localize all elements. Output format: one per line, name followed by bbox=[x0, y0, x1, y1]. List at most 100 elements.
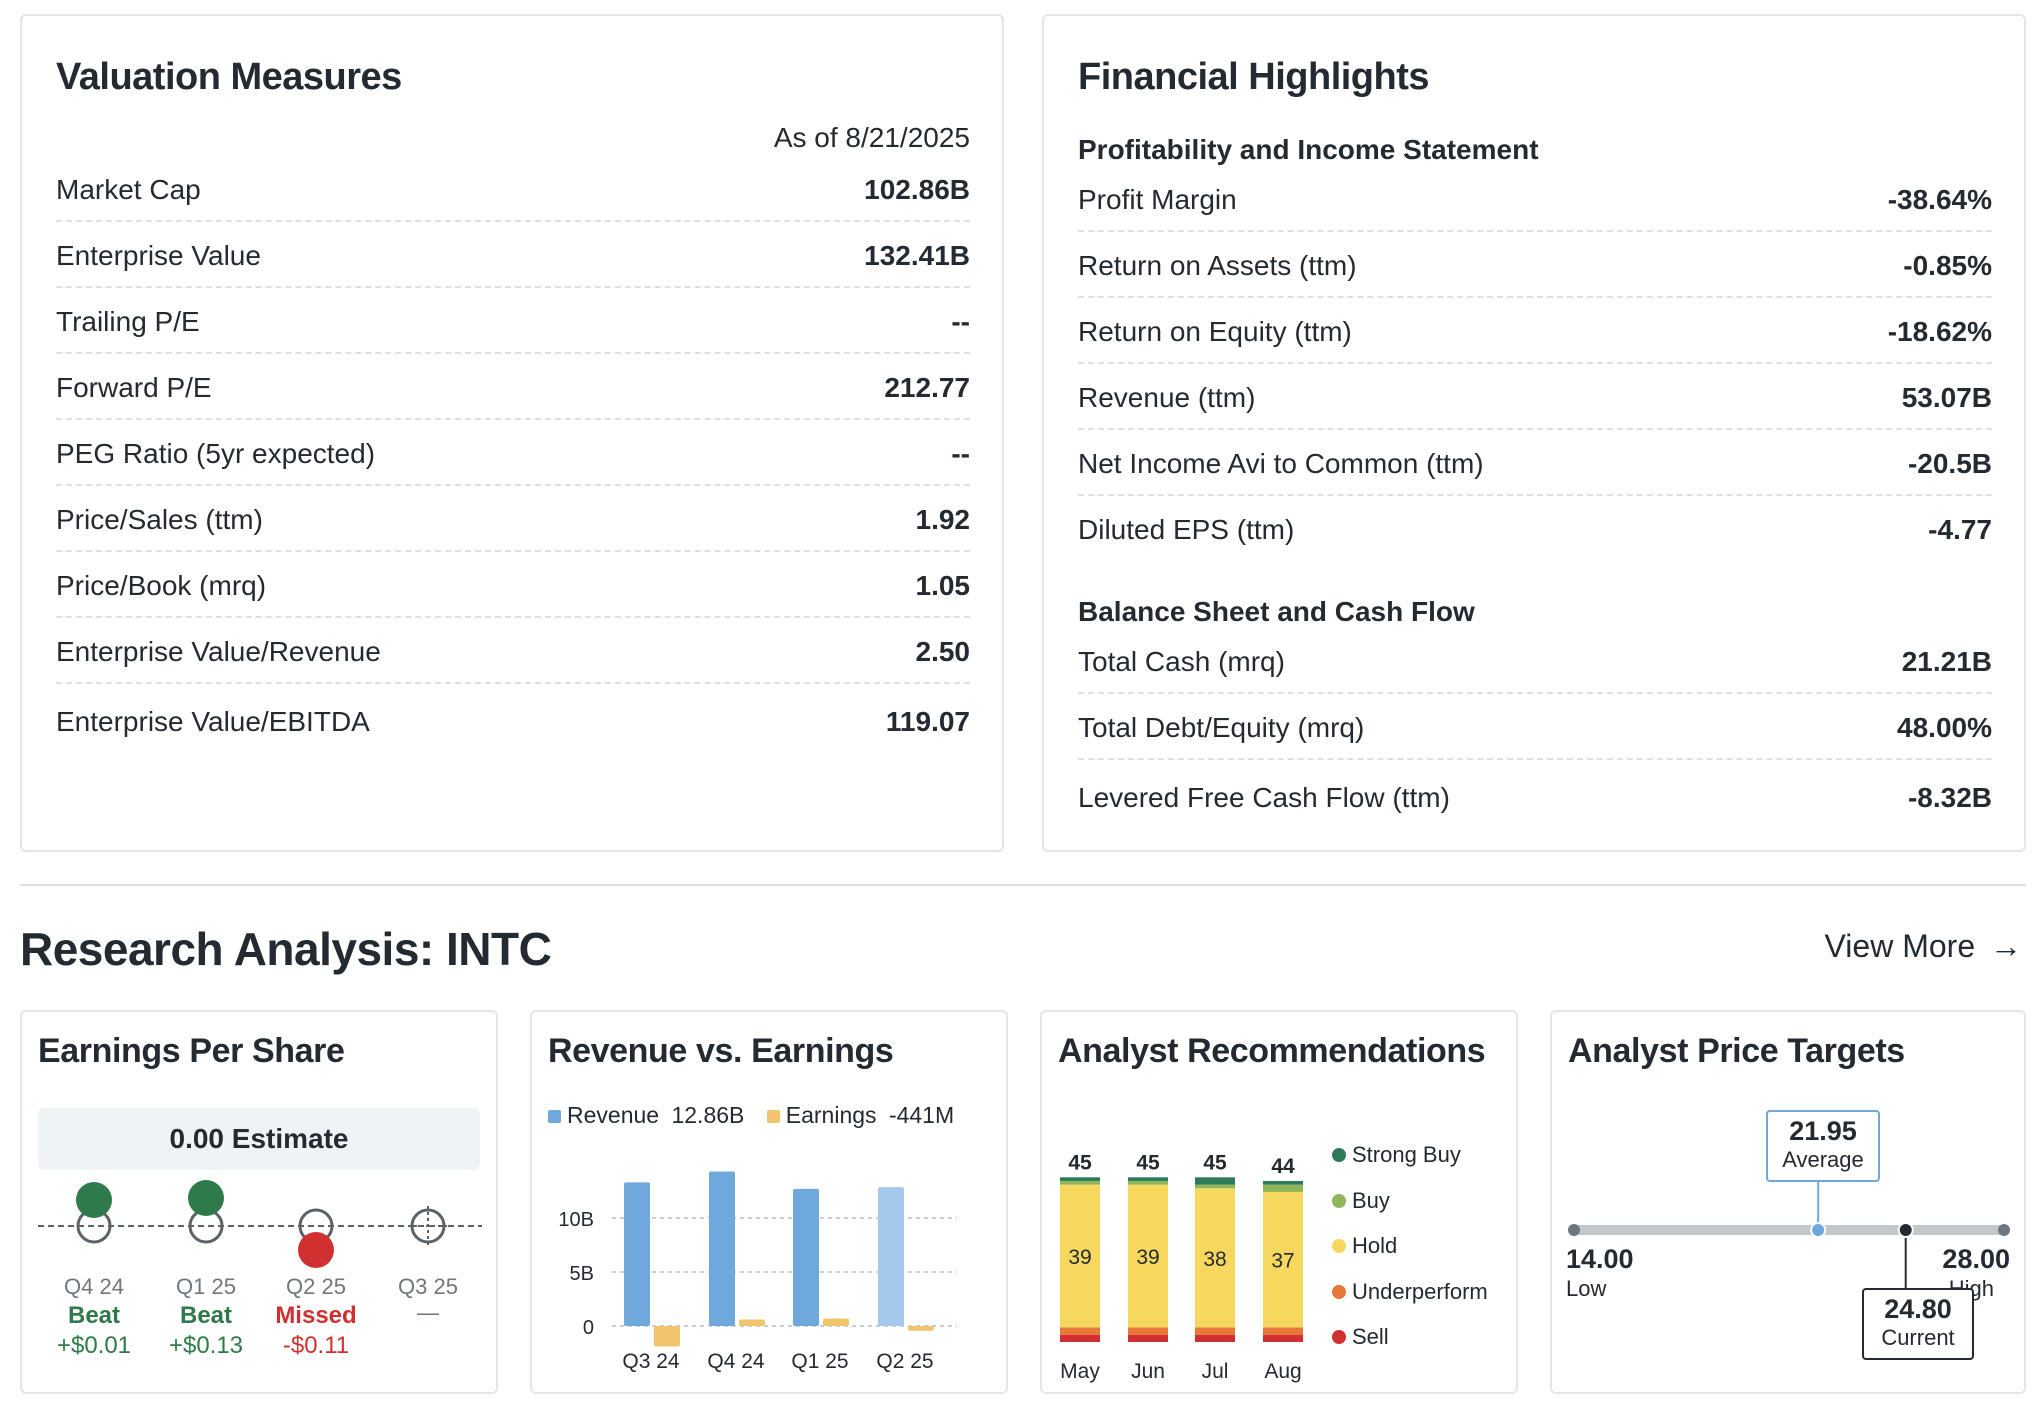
legend-label: Strong Buy bbox=[1352, 1142, 1461, 1167]
rec-bar-segment-hold bbox=[1060, 1184, 1100, 1328]
row-value: 212.77 bbox=[884, 372, 970, 403]
arrow-right-icon: → bbox=[1990, 928, 2022, 964]
revenue-bar bbox=[624, 1182, 650, 1326]
row-label: Enterprise Value/EBITDA bbox=[56, 706, 370, 737]
row-value: -4.77 bbox=[1928, 514, 1992, 545]
table-row: Trailing P/E -- bbox=[56, 288, 970, 354]
row-value: -- bbox=[951, 438, 970, 469]
hold-count-label: 38 bbox=[1203, 1248, 1226, 1271]
result-label: Beat bbox=[179, 1302, 233, 1329]
legend-dot bbox=[1332, 1330, 1346, 1344]
legend-dot bbox=[1332, 1284, 1346, 1299]
analyst-recommendations-card[interactable]: Analyst Recommendations 39 45 May 39 45 Jun 38… bbox=[1040, 1010, 1518, 1394]
valuation-card: Valuation Measures As of 8/21/2025 Marke… bbox=[20, 14, 1004, 852]
rec-bar-segment-strong-buy bbox=[1195, 1177, 1235, 1185]
eps-quarter-labels: Q4 24 Beat +$0.01 Q1 25 Beat +$0.13 Q2 2… bbox=[22, 1274, 500, 1374]
earnings-bar bbox=[908, 1326, 934, 1331]
high-marker bbox=[1998, 1224, 2010, 1236]
row-value: -0.85% bbox=[1903, 250, 1992, 281]
analyst-recommendations-chart: 39 45 May 39 45 Jun 38 45 Jul 37 44 Aug bbox=[1060, 1151, 1303, 1383]
rec-bar-segment-buy bbox=[1195, 1184, 1235, 1189]
table-row: Revenue (ttm) 53.07B bbox=[1078, 364, 1992, 430]
financials-title: Financial Highlights bbox=[1078, 56, 1430, 98]
legend-item: Sell bbox=[1332, 1324, 1488, 1370]
row-label: Trailing P/E bbox=[56, 306, 200, 337]
quarter-label: Q2 25 bbox=[286, 1274, 346, 1299]
rec-bar-segment-buy bbox=[1128, 1180, 1168, 1185]
row-label: Levered Free Cash Flow (ttm) bbox=[1078, 782, 1450, 813]
table-row: Levered Free Cash Flow (ttm) -8.32B bbox=[1078, 764, 1992, 830]
legend-item: Buy bbox=[1332, 1188, 1488, 1234]
table-row: Diluted EPS (ttm) -4.77 bbox=[1078, 496, 1992, 562]
rec-bar-segment-sell bbox=[1060, 1334, 1100, 1342]
view-more-label: View More bbox=[1824, 928, 1976, 964]
quarter-label: Q1 25 bbox=[176, 1274, 236, 1299]
view-more-link[interactable]: View More → bbox=[1825, 928, 2022, 965]
rec-bar-segment-underperform bbox=[1060, 1327, 1100, 1335]
rec-bar-segment-strong-buy bbox=[1128, 1177, 1168, 1181]
average-marker bbox=[1810, 1222, 1827, 1238]
legend-revenue-value: 12.86B bbox=[671, 1102, 745, 1128]
table-row: Enterprise Value/Revenue 2.50 bbox=[56, 618, 970, 684]
table-row: Total Debt/Equity (mrq) 48.00% bbox=[1078, 694, 1992, 760]
analyst-recommendations-title: Analyst Recommendations bbox=[1058, 1032, 1486, 1070]
legend-earnings-name: Earnings bbox=[785, 1102, 877, 1128]
x-tick-label: Jun bbox=[1131, 1360, 1165, 1383]
rev-earn-legend: Revenue 12.86B Earnings -441M bbox=[548, 1102, 954, 1129]
valuation-as-of: As of 8/21/2025 bbox=[773, 122, 970, 153]
revenue-earnings-chart: 10B 5B 0 Q3 24 Q4 24 Q1 25 Q2 25 bbox=[558, 1171, 957, 1373]
price-targets-card[interactable]: Analyst Price Targets 21.95 Average 14.0… bbox=[1550, 1010, 2026, 1394]
average-value: 21.95 bbox=[1789, 1116, 1857, 1146]
rec-bar-segment-buy bbox=[1263, 1184, 1303, 1192]
y-tick-label: 0 bbox=[583, 1317, 594, 1339]
hold-count-label: 39 bbox=[1068, 1246, 1091, 1269]
price-targets-title: Analyst Price Targets bbox=[1568, 1032, 1905, 1070]
diff-label: +$0.13 bbox=[168, 1332, 244, 1359]
current-value: 24.80 bbox=[1884, 1294, 1952, 1324]
rec-legend: Strong Buy Buy Hold Underperform Sell bbox=[1332, 1142, 1488, 1370]
legend-item: Hold bbox=[1332, 1233, 1488, 1279]
x-tick-label: Aug bbox=[1264, 1360, 1301, 1383]
rec-bar-segment-buy bbox=[1060, 1180, 1100, 1185]
table-row: Return on Assets (ttm) -0.85% bbox=[1078, 232, 1992, 298]
row-value: -20.5B bbox=[1907, 448, 1992, 479]
row-label: Total Debt/Equity (mrq) bbox=[1078, 712, 1365, 743]
eps-card[interactable]: Earnings Per Share 0.00 Estimate Q4 24 B… bbox=[20, 1010, 498, 1394]
row-value: -8.32B bbox=[1907, 782, 1992, 813]
eps-quarter: Q4 24 Beat +$0.01 bbox=[44, 1274, 144, 1360]
row-value: 1.92 bbox=[915, 504, 971, 535]
eps-estimate-box: 0.00 Estimate bbox=[38, 1108, 480, 1170]
total-count-label: 45 bbox=[1136, 1151, 1160, 1174]
legend-swatch-revenue bbox=[548, 1110, 561, 1123]
y-tick-label: 5B bbox=[570, 1263, 594, 1285]
legend-item: Strong Buy bbox=[1332, 1142, 1488, 1188]
legend-label: Hold bbox=[1352, 1233, 1398, 1258]
y-tick-label: 10B bbox=[558, 1209, 594, 1231]
hold-count-label: 39 bbox=[1136, 1246, 1159, 1269]
row-label: Return on Assets (ttm) bbox=[1078, 250, 1357, 281]
research-title: Research Analysis: INTC bbox=[20, 923, 552, 975]
table-row: Market Cap 102.86B bbox=[56, 156, 970, 222]
row-value: 1.05 bbox=[915, 570, 971, 601]
low-label: Low bbox=[1566, 1276, 1607, 1301]
earnings-bar bbox=[654, 1326, 680, 1347]
table-row: Total Cash (mrq) 21.21B bbox=[1078, 628, 1992, 694]
row-value: 119.07 bbox=[885, 706, 970, 737]
row-label: Diluted EPS (ttm) bbox=[1078, 514, 1295, 545]
legend-swatch-earnings bbox=[766, 1110, 780, 1123]
eps-quarter: Q1 25 Beat +$0.13 bbox=[156, 1274, 256, 1360]
legend-revenue-name: Revenue bbox=[567, 1102, 660, 1128]
revenue-earnings-card[interactable]: Revenue vs. Earnings Revenue 12.86B Earn… bbox=[530, 1010, 1008, 1394]
row-value: 102.86B bbox=[864, 174, 970, 205]
revenue-earnings-title: Revenue vs. Earnings bbox=[548, 1032, 894, 1070]
eps-quarter: Q3 25 — bbox=[378, 1274, 478, 1326]
row-label: Price/Book (mrq) bbox=[56, 570, 267, 601]
total-count-label: 45 bbox=[1068, 1151, 1092, 1174]
row-value: 48.00% bbox=[1897, 712, 1992, 743]
revenue-bar bbox=[709, 1171, 735, 1326]
rec-bar-segment-underperform bbox=[1263, 1327, 1303, 1335]
row-label: Enterprise Value bbox=[56, 240, 261, 271]
revenue-bar bbox=[793, 1188, 819, 1326]
x-tick-label: Jul bbox=[1202, 1360, 1229, 1383]
earnings-bar bbox=[823, 1318, 849, 1326]
